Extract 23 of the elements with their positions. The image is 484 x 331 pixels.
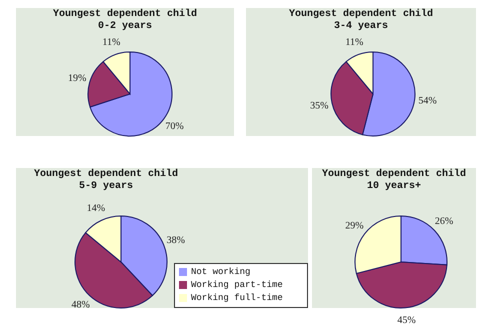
legend-label: Working full-time (191, 293, 283, 303)
data-label: 11% (102, 36, 120, 48)
data-label: 54% (418, 95, 437, 106)
data-label: 48% (71, 300, 90, 311)
data-label: 26% (434, 216, 454, 228)
data-label: 38% (166, 234, 186, 246)
legend-label: Working part-time (191, 280, 283, 290)
data-label: 35% (310, 100, 328, 112)
legend-label: Not working (191, 267, 250, 277)
data-label: 45% (397, 315, 416, 326)
chart-title: Youngest dependent child (32, 169, 180, 181)
data-label: 29% (345, 220, 364, 232)
data-label: 19% (68, 73, 86, 84)
data-label: 11% (345, 36, 364, 48)
chart-title: Youngest dependent child (288, 9, 434, 21)
chart-subtitle: 3-4 years (332, 21, 389, 33)
chart-subtitle: 0-2 years (96, 21, 153, 33)
chart-subtitle: 5-9 years (78, 181, 134, 193)
chart-title: Youngest dependent child (52, 9, 198, 21)
data-label: 14% (86, 203, 106, 214)
data-label: 70% (165, 120, 184, 132)
chart-title: Youngest dependent child (320, 169, 468, 181)
chart-subtitle: 10 years+ (366, 181, 422, 193)
